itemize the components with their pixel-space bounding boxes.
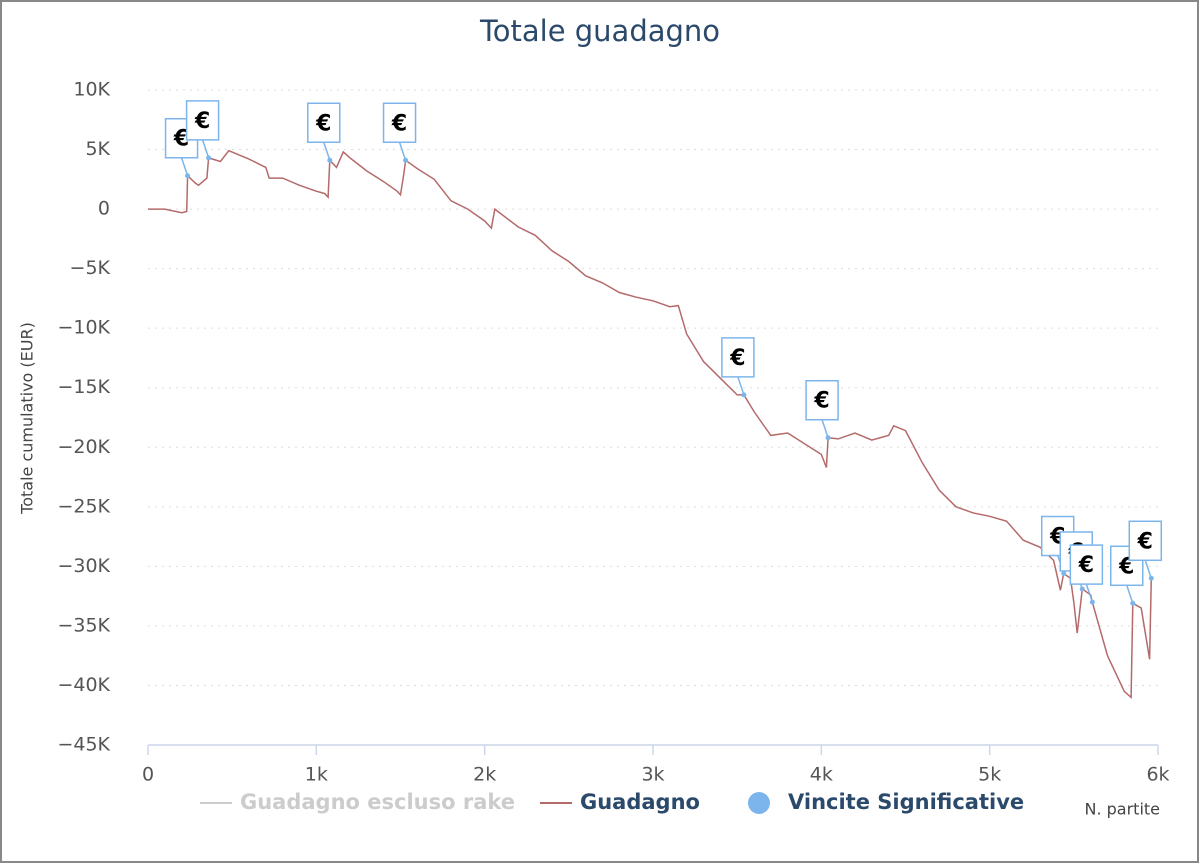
flag: € [721, 337, 755, 398]
flag-box [805, 379, 839, 421]
y-axis-title: Totale cumulativo (EUR) [18, 322, 37, 515]
flag-box [1069, 544, 1104, 585]
flag-box [307, 102, 341, 144]
flag-label: € [173, 127, 189, 152]
flag: € [805, 379, 839, 441]
chart-title: Totale guadagno [479, 14, 720, 48]
flag-label: € [729, 346, 745, 371]
flag-point [1148, 575, 1154, 581]
legend-label: Guadagno escluso rake [240, 790, 515, 814]
flag-point [741, 392, 747, 398]
flag-connector [737, 376, 745, 396]
x-tick-label: 6k [1146, 764, 1169, 786]
flag-box [1128, 520, 1163, 562]
flag-box [185, 100, 220, 141]
x-tick-label: 3k [641, 764, 664, 786]
y-tick-label: 10K [73, 79, 110, 101]
legend-label: Guadagno [580, 790, 700, 814]
flag-connector [1085, 583, 1094, 603]
flag-label: € [315, 111, 331, 136]
flag-label: € [813, 389, 829, 414]
flag-point [206, 155, 212, 161]
flag-label: € [1137, 529, 1153, 554]
x-tick-label: 2k [473, 764, 496, 786]
y-tick-label: −45K [57, 734, 110, 756]
legend-label: Vincite Significative [788, 790, 1024, 814]
flag: € [1128, 520, 1163, 581]
y-tick-label: −15K [57, 376, 110, 398]
flag-point [185, 173, 191, 179]
y-tick-label: −20K [57, 436, 110, 458]
flag-connector [821, 419, 829, 438]
x-tick-label: 1k [305, 764, 328, 786]
flag-connector [323, 142, 331, 161]
flag-box [382, 102, 417, 144]
flag-connector [398, 142, 407, 161]
flag: € [185, 100, 220, 161]
flag-connector [201, 139, 210, 159]
y-tick-label: −35K [57, 614, 110, 636]
y-tick-label: −30K [57, 555, 110, 577]
flag: € [1069, 544, 1104, 605]
line [148, 149, 1153, 700]
flag-point [825, 435, 831, 441]
flag-label: € [194, 109, 210, 134]
flag-point [1130, 600, 1136, 606]
y-tick-label: 0 [98, 198, 110, 220]
flag-point [403, 157, 409, 163]
flag-point [1061, 571, 1067, 577]
flag-connector [1144, 560, 1152, 579]
flag-connector [180, 157, 189, 176]
legend-symbol [748, 792, 770, 814]
flag: € [382, 102, 417, 163]
x-tick-label: 4k [810, 764, 833, 786]
y-tick-label: −10K [57, 317, 110, 339]
flag-label: € [391, 111, 407, 136]
flag: € [307, 102, 341, 163]
y-tick-label: −5K [70, 257, 111, 279]
flag-point [1089, 599, 1095, 605]
x-axis-title: N. partite [1084, 800, 1160, 819]
y-tick-label: −25K [57, 495, 110, 517]
flag-label: € [1078, 553, 1094, 578]
flag-point [1079, 586, 1085, 592]
x-tick-label: 5k [978, 764, 1001, 786]
y-tick-label: 5K [85, 138, 110, 160]
flag-connector [1126, 585, 1134, 604]
flag-box [721, 337, 755, 378]
x-tick-label: 0 [142, 764, 154, 786]
y-tick-label: −40K [57, 674, 110, 696]
flag-point [327, 157, 333, 163]
